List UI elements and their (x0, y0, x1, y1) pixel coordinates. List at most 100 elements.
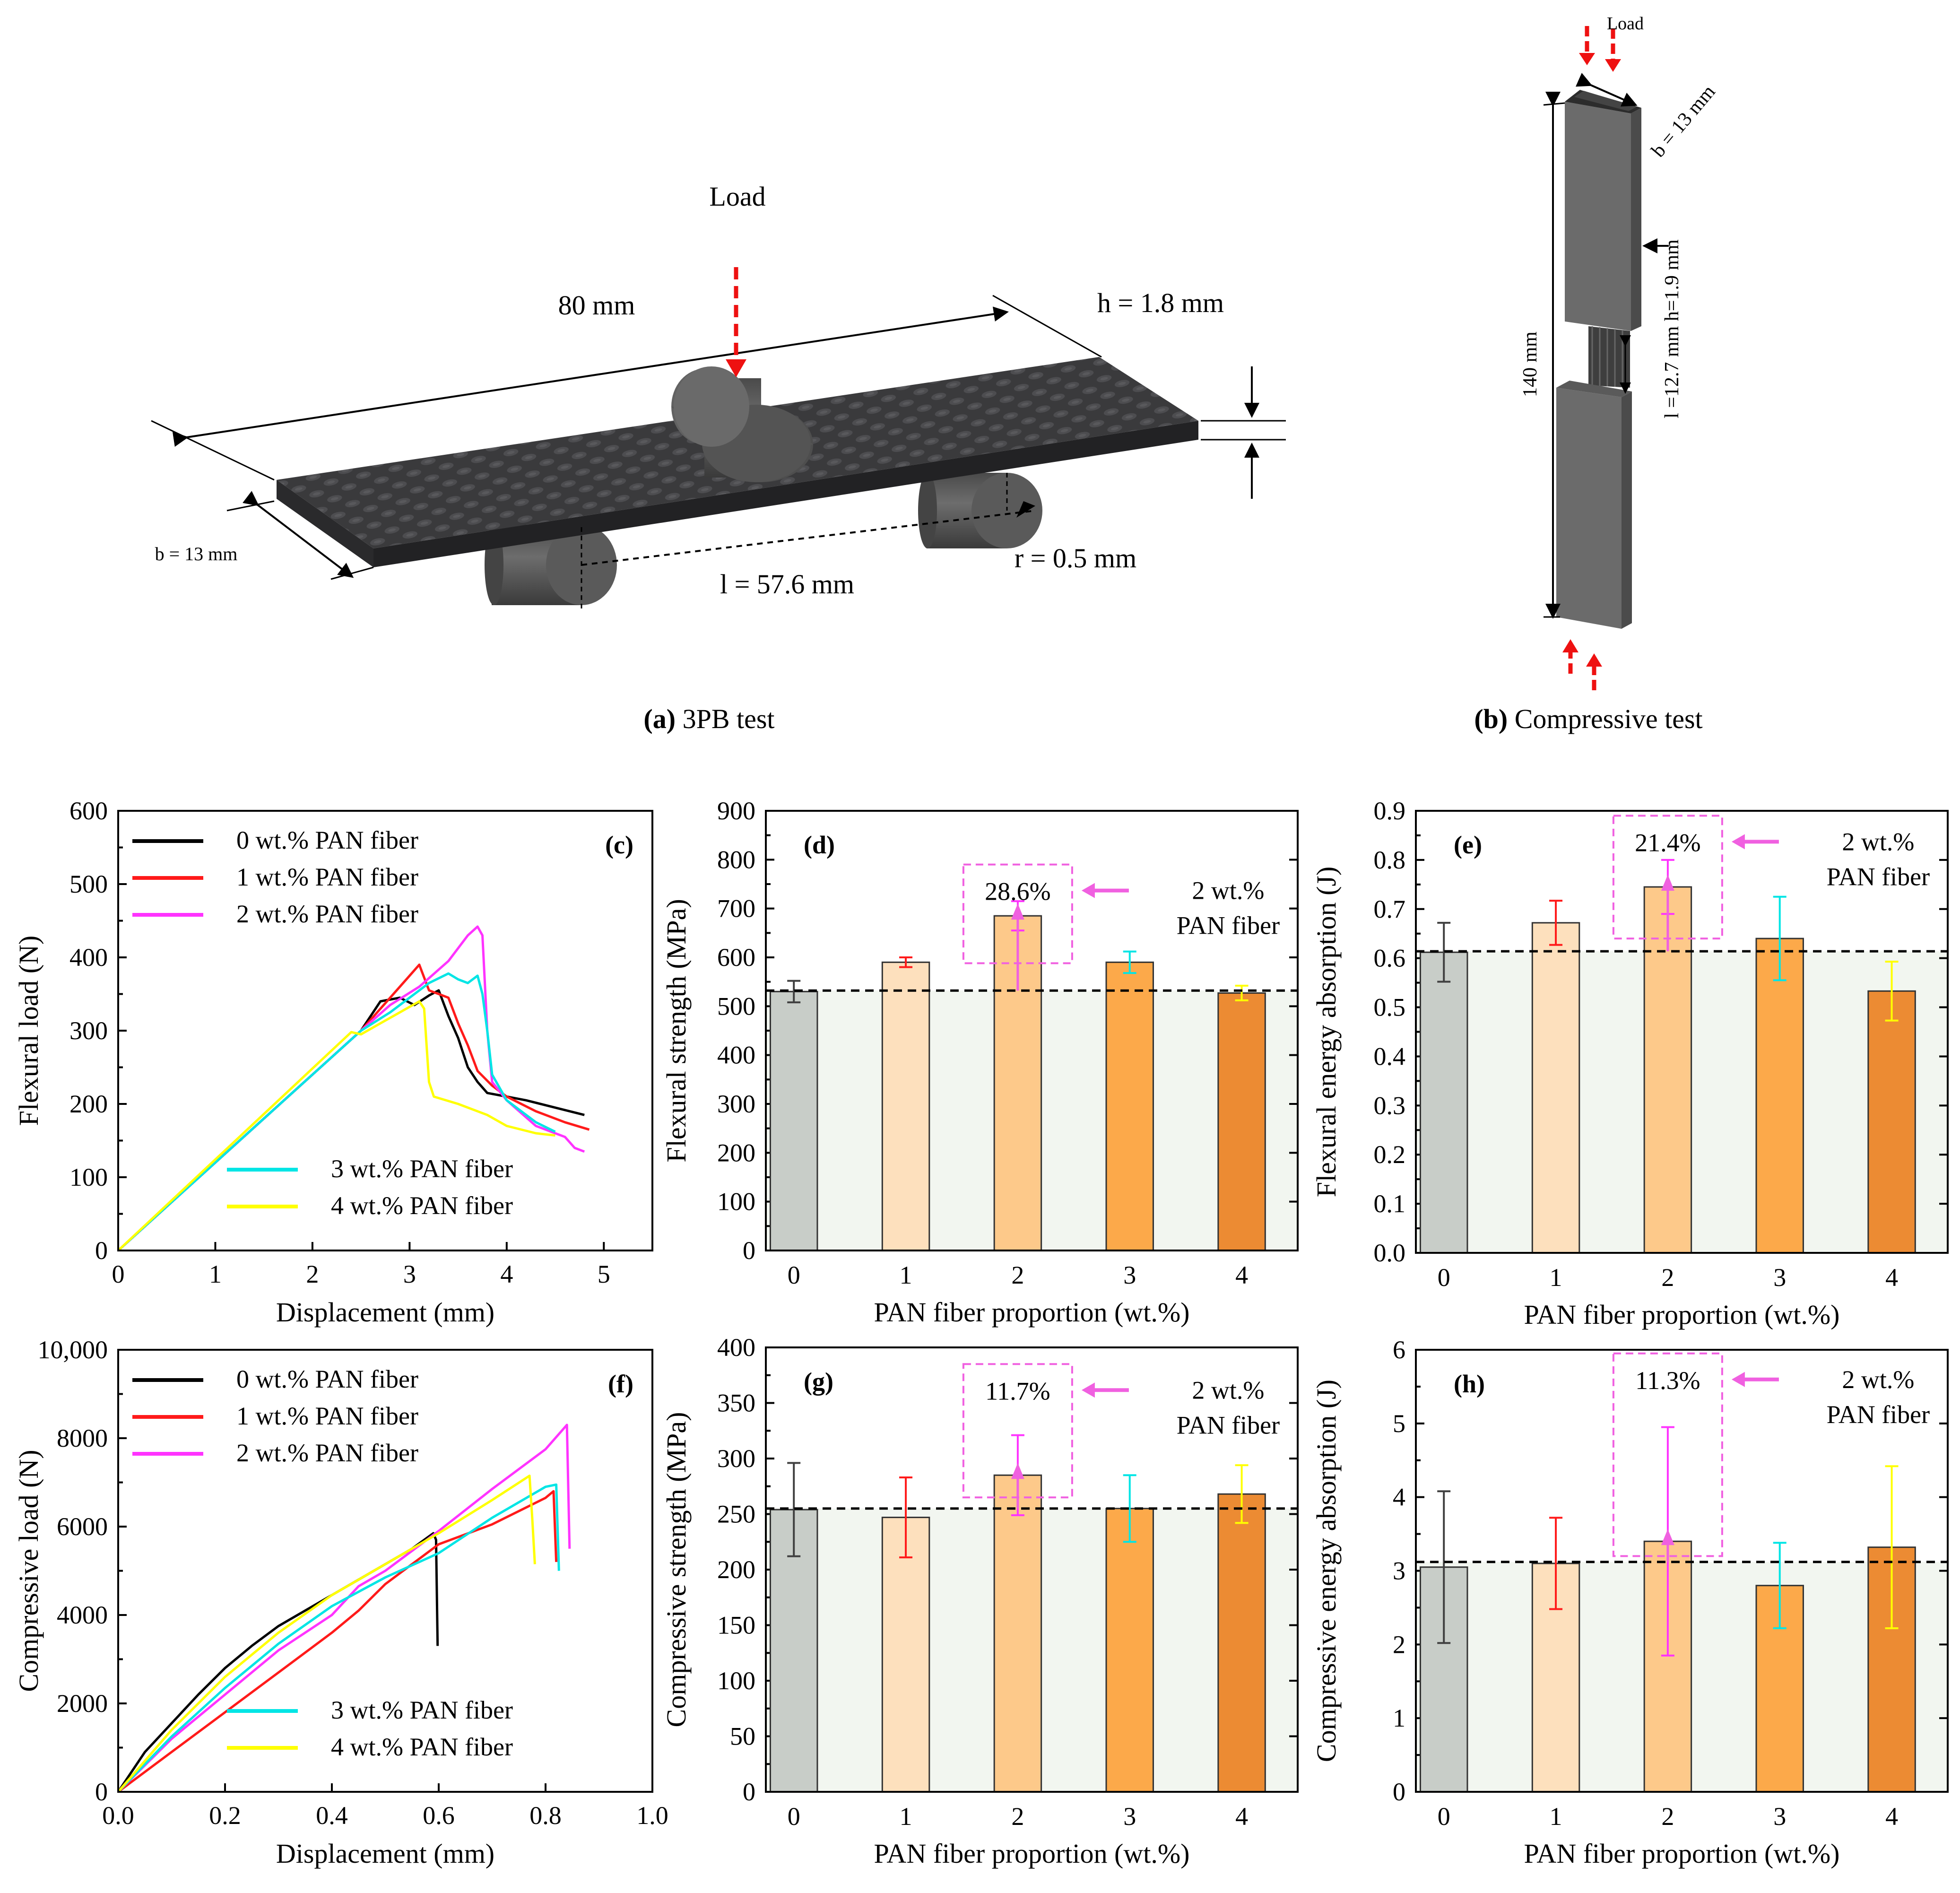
y-tick-label: 0.6 (1374, 944, 1406, 973)
pointer-arrow-icon (1731, 1372, 1745, 1387)
x-tick-label: 0 (1438, 1263, 1450, 1292)
bar-3 (1755, 938, 1804, 1254)
panel-label: (h) (1454, 1370, 1485, 1398)
x-tick-label: 1 (209, 1260, 222, 1288)
panel-label: (c) (605, 831, 633, 859)
x-tick-label: 4 (1235, 1802, 1248, 1831)
series-line-3 (117, 1483, 560, 1793)
x-tick-label: 0 (1438, 1802, 1450, 1831)
y-tick-label: 0.8 (1374, 846, 1406, 874)
x-axis-label: Displacement (mm) (276, 1838, 494, 1869)
x-tick-label: 5 (598, 1260, 610, 1288)
y-tick-label: 0.3 (1374, 1091, 1406, 1120)
chart-compressive-energy: 0 1 2 3 4 5 6 0 1 2 3 4 PAN fiber proportion (wt.%) C… (1311, 1336, 1949, 1869)
x-tick-label: 0.4 (316, 1801, 348, 1830)
y-tick-label: 150 (717, 1611, 755, 1640)
bar-4 (1217, 1493, 1266, 1793)
x-tick-label: 2 (1011, 1261, 1024, 1289)
series-line-3 (117, 972, 556, 1251)
legend-entry: 0 wt.% PAN fiber (236, 826, 418, 854)
y-tick-label: 200 (717, 1555, 755, 1584)
x-tick-label: 3 (1123, 1802, 1136, 1831)
y-tick-label: 250 (717, 1500, 755, 1528)
bar-3 (1105, 961, 1154, 1251)
x-tick-label: 1 (1550, 1263, 1562, 1292)
bar-1 (881, 961, 930, 1251)
bar-1 (1531, 922, 1580, 1254)
y-tick-label: 0 (95, 1236, 108, 1265)
annotation-line1: 2 wt.% (1192, 877, 1264, 905)
y-tick-label: 400 (717, 1333, 755, 1362)
caption-b: (b) Compressive test (1474, 703, 1702, 734)
y-tick-label: 400 (717, 1041, 755, 1069)
y-axis-label: Flexural strength (MPa) (661, 899, 692, 1162)
y-tick-label: 500 (717, 992, 755, 1020)
x-axis-label: PAN fiber proportion (wt.%) (874, 1297, 1190, 1328)
y-tick-label: 400 (69, 943, 108, 972)
chart-flexural-strength: 0 100 200 300 400 500 600 700 800 900 0 1 2 3 4 PAN fib… (661, 797, 1299, 1328)
y-tick-label: 200 (69, 1090, 108, 1118)
increase-arrow-head-icon (1661, 1529, 1674, 1546)
specimen-lower-tab (1556, 388, 1622, 629)
panel-label: (g) (804, 1367, 833, 1396)
load-label-a: Load (709, 181, 765, 212)
legend-entry: 4 wt.% PAN fiber (331, 1733, 513, 1761)
load-label-b: Load (1607, 14, 1644, 34)
y-tick-label: 0 (1393, 1778, 1405, 1806)
y-tick-label: 10,000 (38, 1336, 108, 1364)
x-tick-label: 3 (1773, 1263, 1786, 1292)
length-dimension-arrow (172, 306, 1009, 447)
y-axis-label: Flexural energy absorption (J) (1311, 867, 1342, 1198)
width-label: b = 13 mm (155, 543, 238, 564)
y-tick-label: 2000 (57, 1689, 108, 1718)
specimen-plate-side (373, 421, 1198, 567)
width-label-b: b = 13 mm (1647, 81, 1719, 161)
annotation-box (1612, 1352, 1723, 1557)
width-dimension-arrow (243, 491, 354, 578)
chart-compressive-load: 0 2000 4000 6000 8000 10,000 0.0 0.2 0.4 0.6 0.8 1.… (13, 1336, 668, 1869)
increase-arrow-head-icon (1011, 903, 1024, 920)
panel-label: (f) (608, 1370, 633, 1398)
y-tick-label: 8000 (57, 1424, 108, 1452)
plot-frame (765, 810, 1299, 1251)
y-tick-label: 0.9 (1374, 797, 1406, 825)
series-line-1 (117, 1490, 558, 1793)
y-tick-label: 0.4 (1374, 1042, 1406, 1070)
dims-label-b: l =12.7 mm h=1.9 mm (1661, 239, 1683, 418)
x-tick-label: 0 (788, 1261, 800, 1289)
x-tick-label: 2 (306, 1260, 319, 1288)
annotation-percent: 21.4% (1635, 828, 1700, 857)
annotation-line1: 2 wt.% (1842, 827, 1914, 856)
x-tick-label: 4 (1885, 1802, 1898, 1831)
series-line-4 (117, 1475, 536, 1793)
height-label: h = 1.8 mm (1097, 287, 1224, 318)
y-tick-label: 1 (1393, 1704, 1405, 1732)
annotation-line1: 2 wt.% (1842, 1365, 1914, 1394)
legend-entry: 3 wt.% PAN fiber (331, 1155, 513, 1183)
y-tick-label: 6 (1393, 1336, 1405, 1364)
y-tick-label: 100 (717, 1667, 755, 1695)
specimen-upper-tab (1565, 102, 1631, 331)
y-tick-label: 100 (717, 1188, 755, 1216)
annotation-percent: 11.3% (1635, 1366, 1700, 1395)
series-line-0 (117, 989, 585, 1251)
y-tick-label: 200 (717, 1138, 755, 1167)
bar-0 (1419, 951, 1468, 1254)
plot-frame (117, 1349, 653, 1793)
annotation-percent: 11.7% (985, 1377, 1050, 1405)
pointer-arrow-icon (1731, 834, 1745, 850)
panel-label: (e) (1454, 831, 1482, 859)
series-line-1 (117, 964, 590, 1251)
plot-frame (765, 1346, 1299, 1793)
x-tick-label: 2 (1011, 1802, 1024, 1831)
increase-arrow-head-icon (1661, 875, 1674, 891)
x-tick-label: 3 (403, 1260, 416, 1288)
y-tick-label: 600 (69, 797, 108, 825)
legend-entry: 1 wt.% PAN fiber (236, 1402, 418, 1430)
y-tick-label: 3 (1393, 1557, 1405, 1585)
plot-frame (1415, 810, 1949, 1254)
schematic-3pb: Load 80 mm h = 1.8 mm b = 13 mm l = 57.6… (151, 181, 1286, 734)
legend-entry: 2 wt.% PAN fiber (236, 1439, 418, 1467)
annotation-line2: PAN fiber (1177, 1411, 1280, 1439)
y-axis-label: Compressive strength (MPa) (661, 1412, 692, 1728)
